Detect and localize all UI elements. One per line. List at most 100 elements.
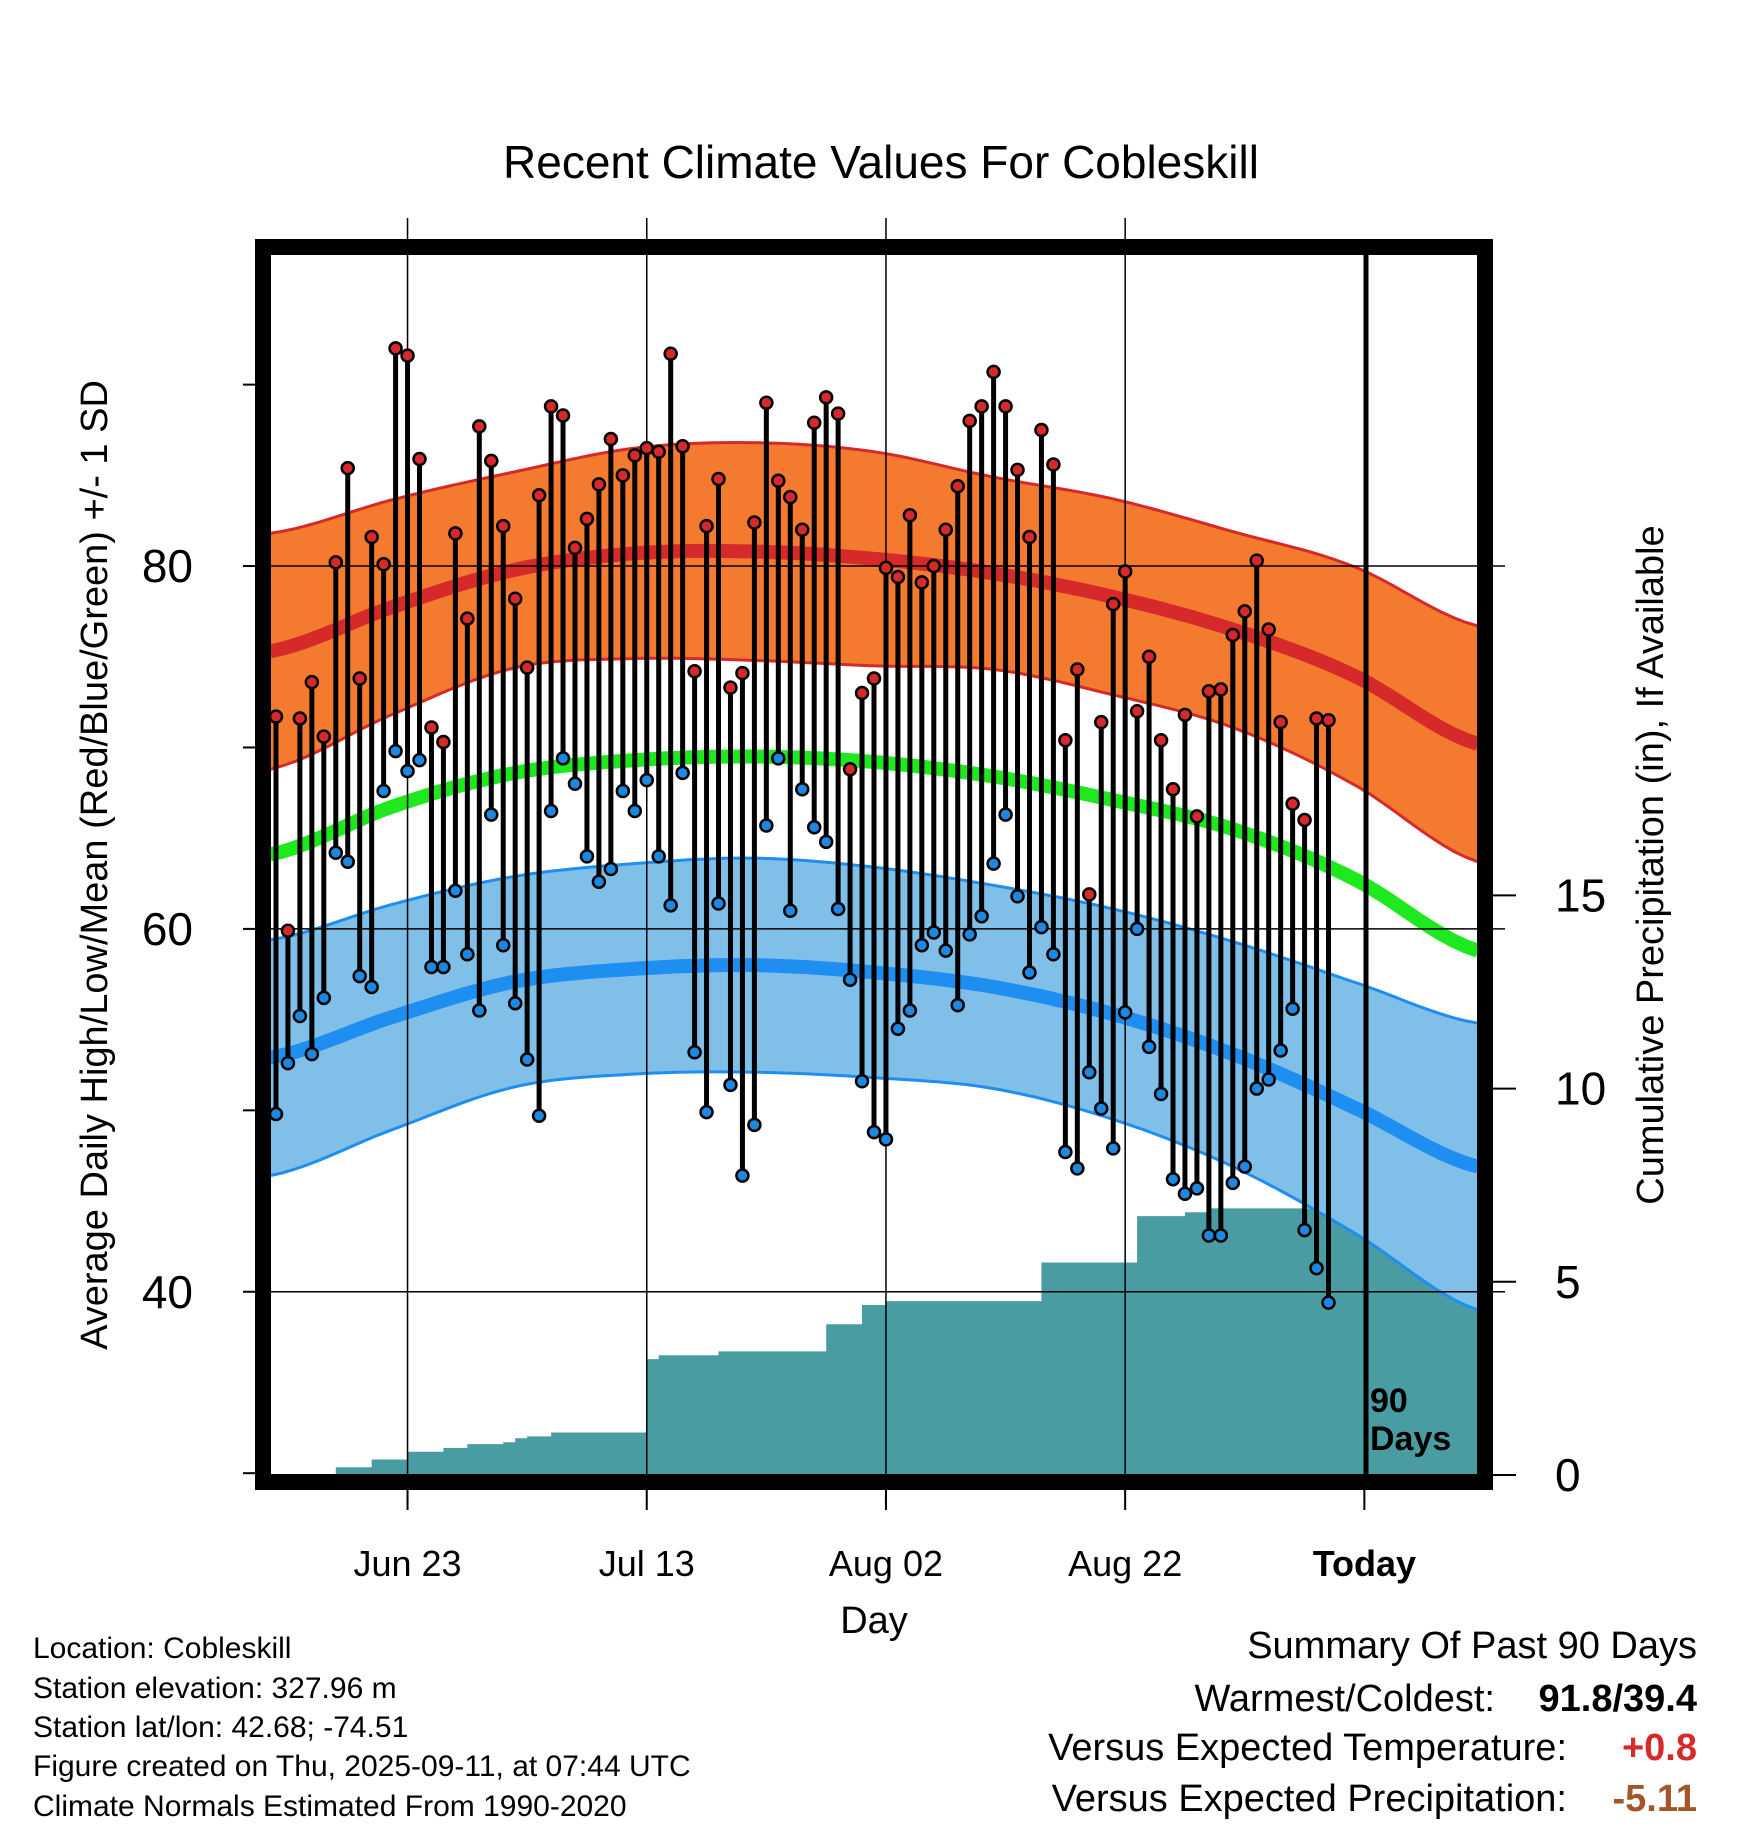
high-point [842, 762, 858, 777]
low-point [1070, 1161, 1085, 1176]
low-point [567, 776, 583, 792]
y2-tick-label: 10 [1555, 1063, 1606, 1115]
low-point [759, 818, 774, 833]
high-point [615, 468, 631, 483]
low-point [1105, 1141, 1121, 1156]
high-point [1273, 714, 1288, 730]
high-point [1261, 622, 1276, 637]
low-point [962, 927, 977, 942]
low-point [1141, 1039, 1157, 1055]
high-point [663, 346, 678, 362]
high-point [603, 431, 619, 447]
y2-tick-label: 0 [1555, 1449, 1581, 1501]
info-normals: Climate Normals Estimated From 1990-2020 [33, 1790, 627, 1823]
high-point [735, 665, 750, 681]
low-point [747, 1117, 762, 1133]
x-axis-title: Day [840, 1600, 908, 1642]
high-point [400, 348, 415, 363]
high-point [591, 477, 607, 492]
high-point [543, 399, 559, 414]
high-point [854, 685, 870, 701]
low-point [340, 854, 355, 870]
high-point [352, 671, 367, 686]
high-point [723, 680, 738, 695]
low-point [1022, 965, 1037, 980]
x-tick-label: Jun 23 [353, 1543, 461, 1584]
high-point [639, 440, 655, 456]
high-normal-line [268, 543, 1481, 751]
station-info: Location: Cobleskill Station elevation: … [33, 1632, 691, 1823]
high-point [687, 664, 702, 679]
y-tick-label: 40 [142, 1266, 193, 1318]
low-point [400, 763, 415, 779]
low-point [424, 959, 439, 975]
low-point [448, 883, 463, 899]
high-point [926, 558, 942, 574]
high-point [974, 399, 989, 414]
high-point [460, 611, 475, 626]
y2-axis-title: Cumulative Precipitation (in), If Availa… [1630, 525, 1672, 1204]
high-point [567, 540, 583, 556]
low-point [830, 901, 846, 917]
y-axis-left: 40 60 80 [142, 383, 256, 1475]
high-point [579, 511, 595, 527]
low-point [794, 781, 810, 797]
high-point [675, 439, 690, 454]
low-point [806, 820, 822, 835]
high-point [1213, 682, 1229, 697]
low-point [1309, 1260, 1324, 1276]
warm-cold-value: 91.8/39.4 [1539, 1678, 1697, 1720]
high-point [1177, 707, 1193, 723]
low-point [292, 1008, 308, 1024]
high-point [962, 413, 977, 429]
low-point [711, 896, 726, 911]
high-point [280, 923, 296, 938]
low-point [495, 937, 511, 953]
high-normal-band-upper-edge [269, 440, 1479, 628]
low-point [914, 937, 930, 953]
high-point [388, 341, 403, 356]
low-point [388, 743, 403, 759]
high-point [830, 406, 846, 421]
low-point [1213, 1228, 1229, 1243]
high-point [1010, 462, 1025, 478]
high-point [1189, 809, 1205, 824]
low-point [986, 856, 1001, 871]
low-point [316, 990, 332, 1006]
precip-anomaly-label: Versus Expected Precipitation: [1052, 1778, 1567, 1820]
high-point [1117, 564, 1133, 579]
high-point [1153, 732, 1169, 748]
high-point [1141, 649, 1157, 665]
x-tick-label: Aug 02 [829, 1543, 943, 1584]
low-point [1249, 1081, 1264, 1096]
high-point [1249, 553, 1264, 568]
high-point [495, 518, 511, 534]
low-point [328, 845, 344, 860]
low-point [1034, 919, 1049, 935]
low-point [842, 972, 858, 987]
low-point [771, 751, 786, 766]
low-point [687, 1045, 702, 1060]
low-point [1165, 1172, 1181, 1187]
high-point [866, 671, 882, 686]
high-point [902, 508, 918, 523]
low-point [436, 959, 451, 975]
high-point [1129, 703, 1145, 719]
high-point [472, 419, 487, 434]
low-point [364, 979, 379, 995]
low-point [890, 1021, 906, 1036]
high-point [507, 591, 523, 606]
low-point [1010, 888, 1025, 904]
low-point [627, 803, 643, 819]
high-point [747, 515, 762, 530]
high-point [316, 729, 332, 744]
y-axis-title: Average Daily High/Low/Mean (Red/Blue/Gr… [74, 380, 116, 1350]
low-point [675, 765, 690, 781]
high-normal-band-lower-edge [269, 656, 1479, 864]
high-point [890, 569, 906, 585]
low-point [818, 834, 834, 850]
high-point [364, 529, 379, 545]
high-point [1165, 781, 1181, 797]
low-point [472, 1003, 487, 1018]
high-point [950, 478, 965, 494]
